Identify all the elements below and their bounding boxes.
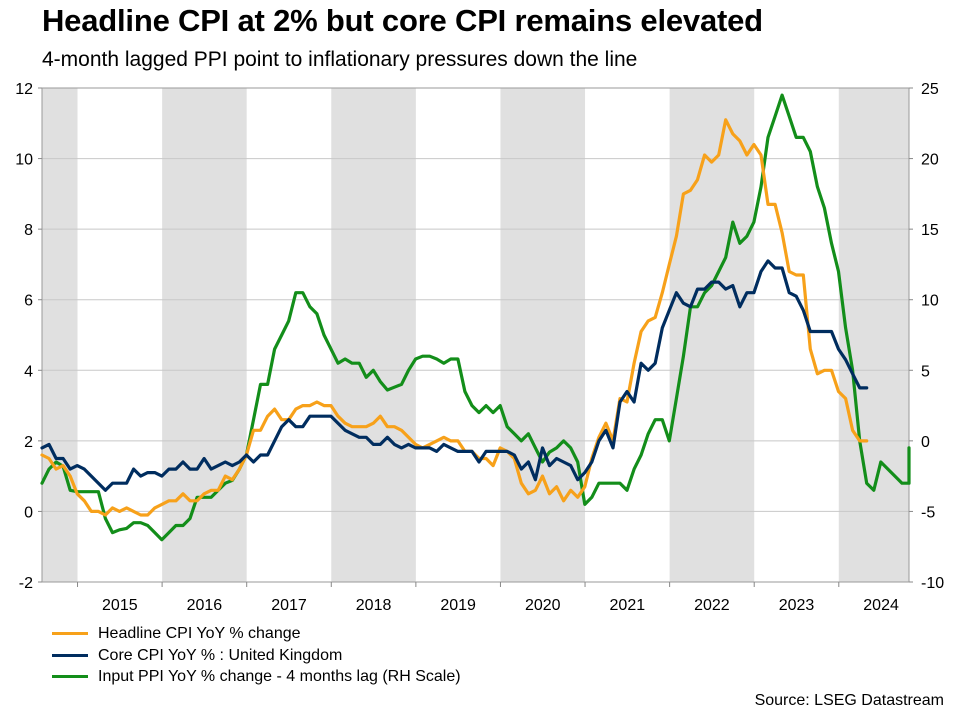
right-tick-label: -5 <box>921 504 935 521</box>
left-y-axis: -2 0 2 4 6 8 10 12 <box>15 81 42 592</box>
series-lines <box>40 93 911 542</box>
year-band-5 <box>838 88 909 582</box>
left-tick-label: 4 <box>24 363 33 380</box>
legend: Headline CPI YoY % change Core CPI YoY % … <box>52 623 461 688</box>
x-tick-label: 2018 <box>356 597 392 614</box>
right-tick-label: -10 <box>921 575 944 592</box>
series-line-1 <box>40 259 869 492</box>
year-band-3 <box>500 88 586 582</box>
series-line-2 <box>40 93 911 542</box>
x-tick-label: 2020 <box>525 597 561 614</box>
x-tick-label: 2023 <box>779 597 815 614</box>
right-y-axis: -10 -5 0 5 10 15 20 25 <box>909 81 944 592</box>
x-tick-label: 2021 <box>610 597 646 614</box>
left-tick-label: 12 <box>15 81 33 98</box>
x-tick-label: 2017 <box>271 597 307 614</box>
legend-swatch <box>52 675 88 679</box>
year-band-4 <box>669 88 755 582</box>
legend-label: Input PPI YoY % change - 4 months lag (R… <box>98 668 461 685</box>
year-band-2 <box>331 88 416 582</box>
right-tick-label: 20 <box>921 152 939 169</box>
x-tick-label: 2016 <box>187 597 223 614</box>
chart-subtitle: 4-month lagged PPI point to inflationary… <box>42 48 638 71</box>
right-tick-label: 10 <box>921 293 939 310</box>
year-band-0 <box>42 88 78 582</box>
year-band-1 <box>162 88 247 582</box>
series-line-0 <box>40 118 869 517</box>
left-tick-label: -2 <box>19 575 33 592</box>
year-shading <box>42 88 909 582</box>
legend-label: Core CPI YoY % : United Kingdom <box>98 646 343 664</box>
legend-item: Core CPI YoY % : United Kingdom <box>52 645 461 667</box>
left-tick-label: 2 <box>24 434 33 451</box>
legend-label: Headline CPI YoY % change <box>98 625 301 642</box>
x-tick-label: 2024 <box>863 597 899 614</box>
plot-frame <box>41 87 910 583</box>
legend-item: Input PPI YoY % change - 4 months lag (R… <box>52 666 461 688</box>
x-tick-label: 2015 <box>102 597 138 614</box>
chart-title: Headline CPI at 2% but core CPI remains … <box>42 3 763 38</box>
left-tick-label: 6 <box>24 293 33 310</box>
right-tick-label: 15 <box>921 222 939 239</box>
legend-item: Headline CPI YoY % change <box>52 623 461 645</box>
legend-swatch <box>52 653 88 657</box>
right-tick-label: 0 <box>921 434 930 451</box>
legend-swatch <box>52 632 88 636</box>
left-tick-label: 8 <box>24 222 33 239</box>
left-tick-label: 10 <box>15 152 33 169</box>
left-tick-label: 0 <box>24 504 33 521</box>
source-note: Source: LSEG Datastream <box>754 692 944 709</box>
x-axis: 2015 2016 2017 2018 2019 2020 2021 2022 2023 2024 <box>77 582 899 614</box>
x-tick-label: 2022 <box>694 597 730 614</box>
right-tick-label: 25 <box>921 81 939 98</box>
right-tick-label: 5 <box>921 363 930 380</box>
x-tick-label: 2019 <box>440 597 476 614</box>
